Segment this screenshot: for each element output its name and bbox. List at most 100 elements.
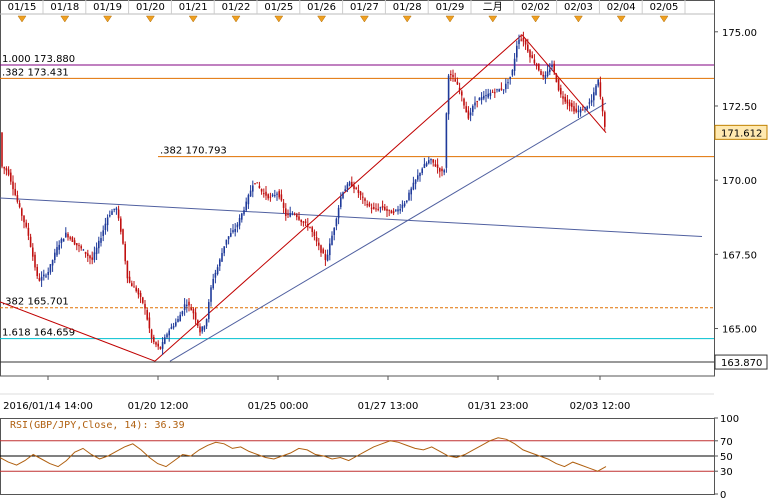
candle-body [311,227,313,232]
candle-body [577,110,580,113]
candle-body [128,276,131,283]
candle-body [458,87,461,91]
rsi-y-label: 0 [720,490,726,499]
candle-body [604,112,606,127]
candle-body [54,252,56,261]
candle-body [518,39,520,45]
candle-body [249,190,252,197]
candle-body [384,206,386,210]
candle-body [104,223,107,231]
candle-body [377,208,379,210]
candle-body [260,189,263,192]
candle-body [291,213,294,215]
candle-body [331,235,333,245]
candle-body [357,189,360,193]
candle-body [230,233,232,237]
candle-body [214,272,217,278]
candle-body [7,169,10,175]
candle-body [535,63,538,67]
candle-body [113,208,115,210]
candle-body [197,320,199,326]
date-label: 02/04 [607,2,636,13]
candle-body [34,254,36,268]
candle-body [102,230,104,236]
candle-body [168,330,170,336]
candle-body [540,70,542,75]
date-flag-icon [145,15,155,23]
candle-body [45,275,47,277]
candle-body [370,207,373,209]
candle-body [450,74,452,76]
candle-body [65,232,67,238]
candle-body [302,221,305,223]
candle-body [318,242,320,246]
candle-body [599,82,602,97]
candle-body [443,170,445,173]
candle-body [269,196,272,198]
candle-body [80,246,82,249]
candle-body [388,209,390,211]
candle-body [368,203,371,207]
candle-body [516,45,518,58]
candle-body [456,81,459,85]
candle-body [496,89,498,91]
candle-body [161,342,164,349]
date-label: 01/28 [393,2,422,13]
candle-body [445,113,448,168]
candle-body [491,91,494,93]
candle-body [322,249,324,254]
candle-body [106,217,109,226]
candle-body [320,245,322,253]
candle-body [509,76,511,80]
candle-body [32,247,34,257]
low-price-label: 163.870 [721,358,762,369]
candle-body [560,87,562,95]
candle-body [43,274,45,277]
candle-body [436,164,439,168]
candle-body [133,286,135,288]
x-tick-label: 01/27 13:00 [358,401,419,412]
candle-body [69,237,71,239]
trend-line [154,34,523,362]
candle-body [428,160,430,164]
candle-body [29,236,32,247]
candle-body [520,39,522,41]
date-flag-icon [402,15,412,23]
candle-body [216,267,219,275]
candle-body [564,96,566,102]
rsi-line [0,437,607,472]
candle-body [419,172,421,177]
candle-body [425,163,428,166]
candle-body [287,213,289,215]
candle-body [111,211,113,215]
candle-body [223,246,225,254]
fib-level-label: .382 173.431 [2,67,69,78]
candle-body [546,71,549,76]
candle-body [122,229,124,244]
candle-body [144,303,146,309]
candle-body [71,237,74,242]
candle-body [62,238,65,242]
candle-body [562,96,564,99]
date-label: 01/29 [436,2,465,13]
candle-body [175,322,177,326]
y-tick-label: 165.00 [722,325,757,336]
y-tick-label: 172.50 [722,102,757,113]
candle-body [326,254,329,261]
x-tick-label: 01/31 23:00 [468,401,529,412]
price-pane-border [0,0,715,377]
candle-body [469,112,472,116]
candle-body [289,213,291,217]
x-tick-label: 01/20 12:00 [128,401,189,412]
rsi-y-label: 70 [720,437,733,448]
candle-body [366,204,368,206]
date-label: 01/22 [222,2,251,13]
candle-body [511,70,514,76]
candle-body [355,187,357,189]
candle-body [507,82,509,84]
candle-body [461,91,463,96]
candle-body [36,267,38,277]
candle-body [441,168,443,172]
candle-body [227,236,230,240]
